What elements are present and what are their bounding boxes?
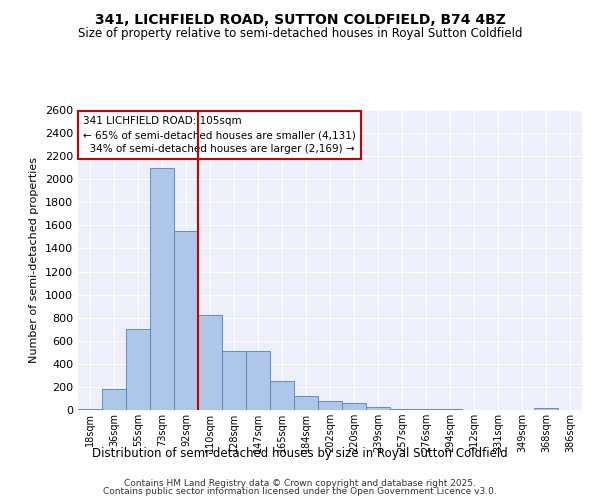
Bar xyxy=(246,351,270,410)
Bar xyxy=(222,351,246,410)
Bar xyxy=(342,402,366,410)
Bar xyxy=(318,401,342,410)
Bar xyxy=(270,381,294,410)
Bar xyxy=(390,409,414,410)
Text: 341, LICHFIELD ROAD, SUTTON COLDFIELD, B74 4BZ: 341, LICHFIELD ROAD, SUTTON COLDFIELD, B… xyxy=(95,12,505,26)
Bar xyxy=(198,316,222,410)
Bar xyxy=(150,168,174,410)
Bar xyxy=(294,396,318,410)
Text: Contains public sector information licensed under the Open Government Licence v3: Contains public sector information licen… xyxy=(103,487,497,496)
Bar xyxy=(126,329,150,410)
Bar xyxy=(366,406,390,410)
Y-axis label: Number of semi-detached properties: Number of semi-detached properties xyxy=(29,157,40,363)
Text: 341 LICHFIELD ROAD: 105sqm
← 65% of semi-detached houses are smaller (4,131)
  3: 341 LICHFIELD ROAD: 105sqm ← 65% of semi… xyxy=(83,116,356,154)
Bar xyxy=(78,409,102,410)
Text: Contains HM Land Registry data © Crown copyright and database right 2025.: Contains HM Land Registry data © Crown c… xyxy=(124,478,476,488)
Text: Size of property relative to semi-detached houses in Royal Sutton Coldfield: Size of property relative to semi-detach… xyxy=(78,28,522,40)
Text: Distribution of semi-detached houses by size in Royal Sutton Coldfield: Distribution of semi-detached houses by … xyxy=(92,448,508,460)
Bar xyxy=(174,231,198,410)
Bar xyxy=(102,389,126,410)
Bar xyxy=(534,408,558,410)
